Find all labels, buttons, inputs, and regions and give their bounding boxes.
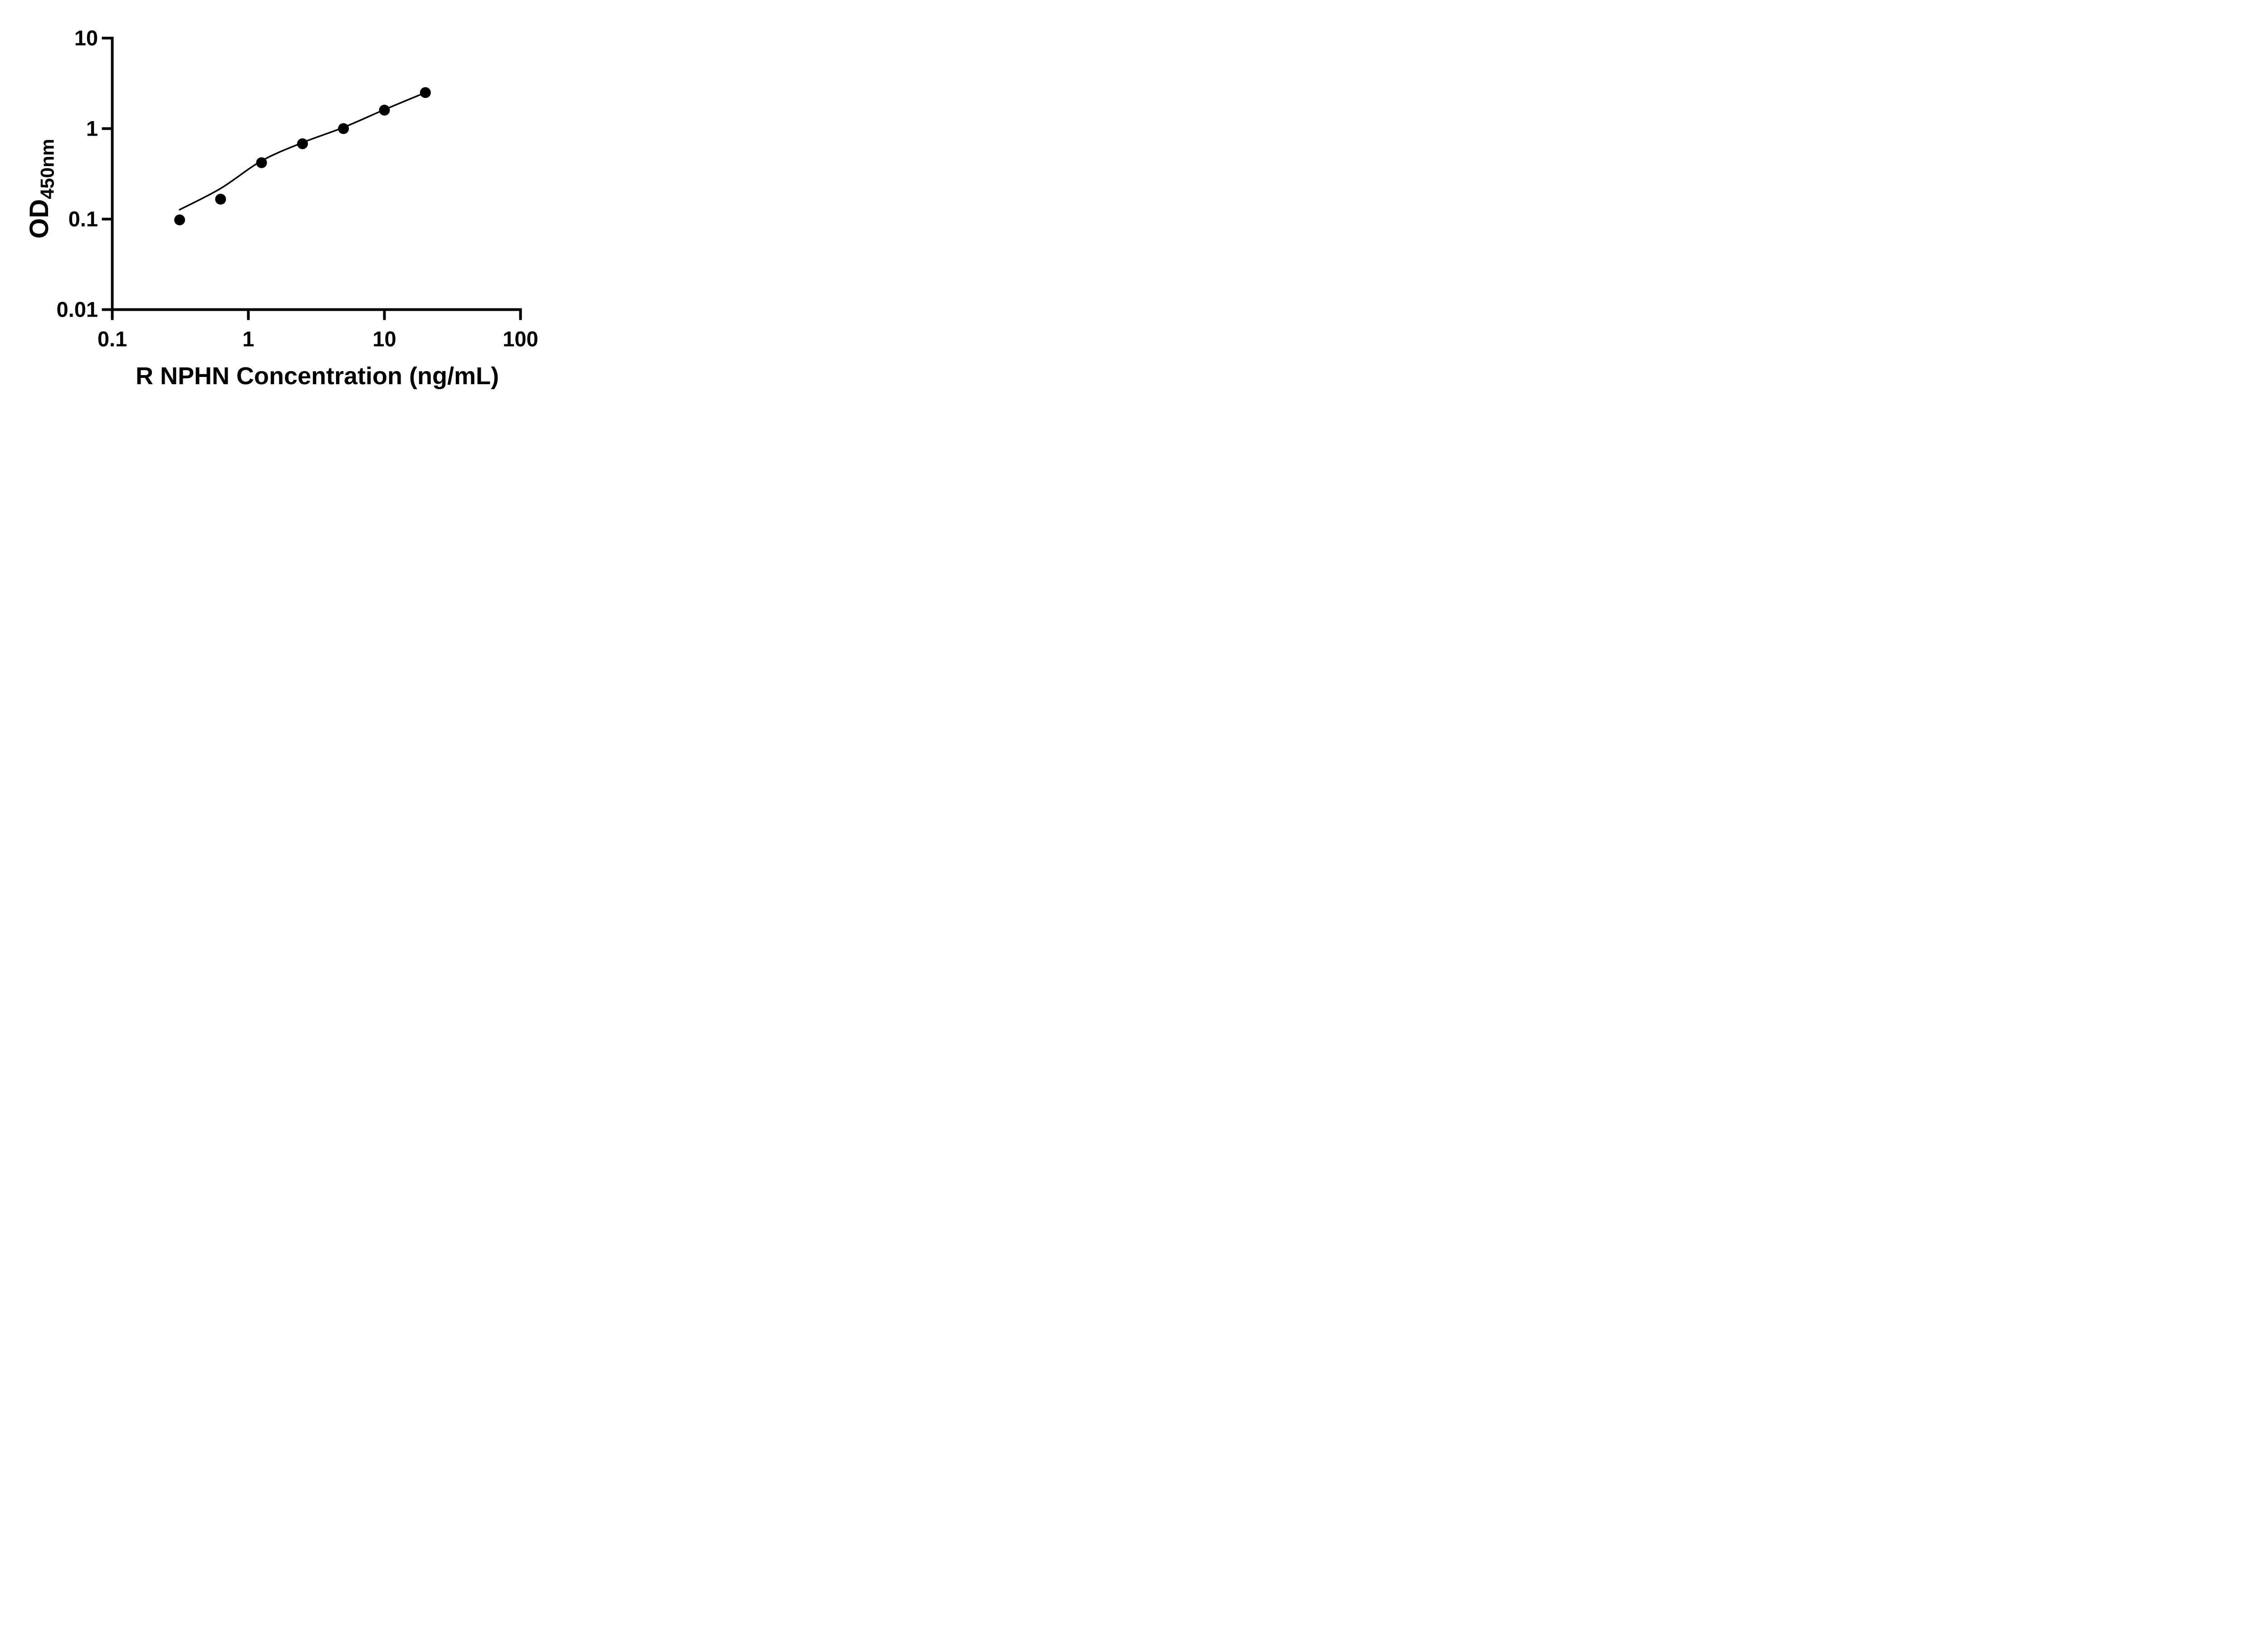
data-point bbox=[256, 157, 267, 168]
y-axis-title: OD450nm bbox=[24, 121, 58, 257]
data-point bbox=[297, 138, 308, 149]
y-axis-title-main: OD bbox=[24, 199, 54, 239]
data-point bbox=[420, 87, 431, 98]
x-tick-label: 1 bbox=[242, 327, 254, 351]
x-axis-title: R NPHN Concentration (ng/mL) bbox=[136, 362, 499, 390]
x-tick-label: 0.1 bbox=[98, 327, 127, 351]
x-tick-label: 100 bbox=[503, 327, 538, 351]
data-point bbox=[215, 194, 226, 205]
data-point bbox=[338, 123, 349, 134]
chart-figure: 0.01 0.1 1 10 0.1 1 10 100 R NPHN Concentration… bbox=[0, 0, 583, 408]
data-point bbox=[379, 104, 390, 116]
y-tick-label: 1 bbox=[86, 117, 98, 141]
x-tick-label: 10 bbox=[372, 327, 396, 351]
y-tick-label: 0.01 bbox=[57, 298, 98, 322]
y-tick-label: 10 bbox=[74, 26, 98, 50]
y-tick-label: 0.1 bbox=[68, 207, 98, 231]
y-axis-title-subscript: 450nm bbox=[36, 138, 58, 200]
data-point bbox=[174, 214, 185, 225]
